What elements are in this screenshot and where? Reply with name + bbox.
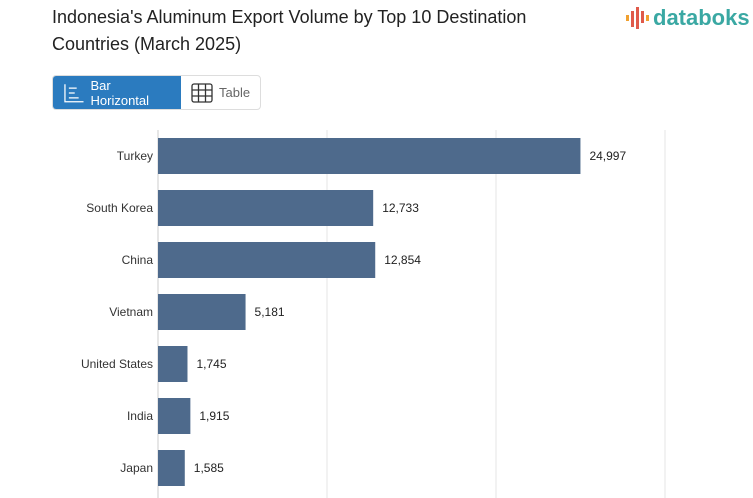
logo-text: databoks xyxy=(653,5,750,30)
bar xyxy=(158,398,191,434)
table-label: Table xyxy=(219,85,251,100)
table-button[interactable]: Table xyxy=(181,76,260,109)
bar xyxy=(158,190,374,226)
view-toggle: Bar Horizontal Table xyxy=(52,75,262,110)
data-label: 24,997 xyxy=(589,149,626,163)
data-label: 12,733 xyxy=(382,201,419,215)
category-label: South Korea xyxy=(86,201,153,215)
data-label: 5,181 xyxy=(255,305,285,319)
category-label: Turkey xyxy=(117,149,153,163)
bar-horizontal-label: Bar Horizontal xyxy=(90,77,150,108)
bar xyxy=(158,346,188,382)
logo-bars-icon xyxy=(626,7,649,29)
category-label: India xyxy=(127,409,153,423)
bar xyxy=(158,294,246,330)
bar-chart-icon xyxy=(64,83,84,102)
bar-horizontal-button[interactable]: Bar Horizontal xyxy=(53,76,181,109)
data-label: 12,854 xyxy=(384,253,421,267)
category-label: United States xyxy=(81,357,153,371)
category-label: China xyxy=(122,253,154,267)
bar xyxy=(158,138,581,174)
category-label: Japan xyxy=(120,461,153,475)
data-label: 1,585 xyxy=(194,461,224,475)
bar xyxy=(158,450,185,486)
bar xyxy=(158,242,376,278)
data-label: 1,915 xyxy=(199,409,229,423)
databoks-logo: databoks xyxy=(626,5,750,31)
chart-title: Indonesia's Aluminum Export Volume by To… xyxy=(52,7,527,54)
data-label: 1,745 xyxy=(196,357,226,371)
category-label: Vietnam xyxy=(109,305,153,319)
table-icon xyxy=(191,82,213,103)
